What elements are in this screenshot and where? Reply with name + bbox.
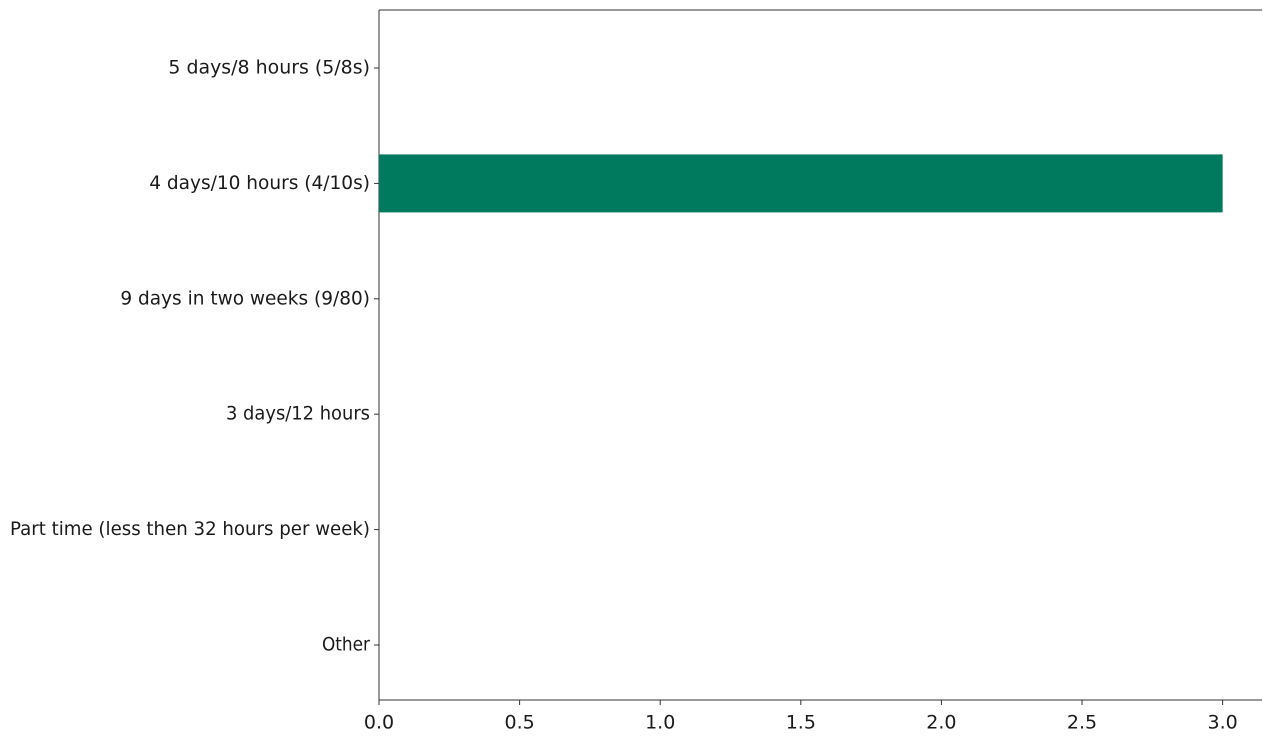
x-tick-label: 1.0 <box>645 712 675 734</box>
y-tick-label: 4 days/10 hours (4/10s) <box>149 172 370 194</box>
x-tick-label: 0.5 <box>504 712 534 734</box>
y-tick-label: 9 days in two weeks (9/80) <box>120 287 370 309</box>
x-tick-label: 2.0 <box>926 712 956 734</box>
y-ticks-group: 5 days/8 hours (5/8s) 4 days/10 hours (4/… <box>10 57 379 656</box>
bar <box>379 154 1223 213</box>
bars-group <box>379 154 1223 213</box>
x-tick-label: 2.5 <box>1067 712 1097 734</box>
x-ticks-group: 0.0 0.5 1.0 1.5 2.0 2.5 3.0 <box>364 700 1238 734</box>
y-tick-label: 5 days/8 hours (5/8s) <box>168 57 370 79</box>
y-tick-label: Part time (less then 32 hours per week) <box>10 518 370 540</box>
y-tick-label: Other <box>322 634 370 656</box>
x-tick-label: 0.0 <box>364 712 394 734</box>
x-tick-label: 3.0 <box>1208 712 1238 734</box>
x-tick-label: 1.5 <box>786 712 816 734</box>
y-tick-label: 3 days/12 hours <box>226 403 370 425</box>
